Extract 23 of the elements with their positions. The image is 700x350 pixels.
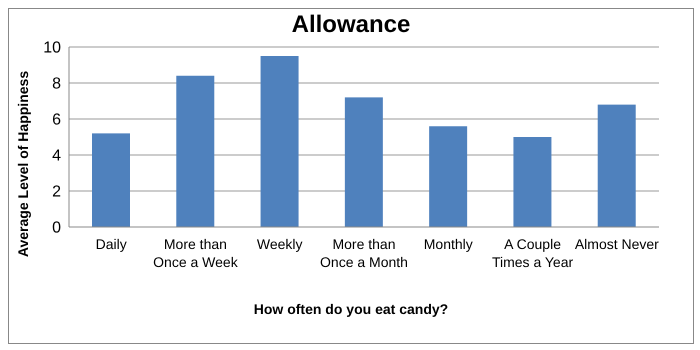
x-tick-label: Almost Never [574,236,660,252]
y-tick-label: 2 [52,184,62,201]
chart-title: Allowance [290,11,412,39]
bar [344,97,383,227]
x-tick-label: A Couple Times a Year [492,236,574,270]
x-tick-label: More than Once a Month [320,236,408,270]
x-axis-title: How often do you eat candy? [252,301,450,317]
x-tick-label: Monthly [424,236,473,252]
y-tick-label: 6 [52,112,62,129]
x-tick-label: Daily [96,236,127,252]
y-tick-label: 10 [43,40,62,57]
y-tick-label: 0 [52,220,62,237]
bar [513,137,552,227]
y-tick-label: 8 [52,76,62,93]
bar [598,104,636,227]
bar [176,76,214,227]
y-axis-title: Average Level of Happiness [15,70,31,258]
x-tick-label: More than Once a Week [153,236,239,270]
y-tick-label: 4 [52,148,62,165]
bar [429,126,468,227]
bar [260,56,299,227]
bar [92,133,130,227]
x-tick-label: Weekly [256,236,303,252]
